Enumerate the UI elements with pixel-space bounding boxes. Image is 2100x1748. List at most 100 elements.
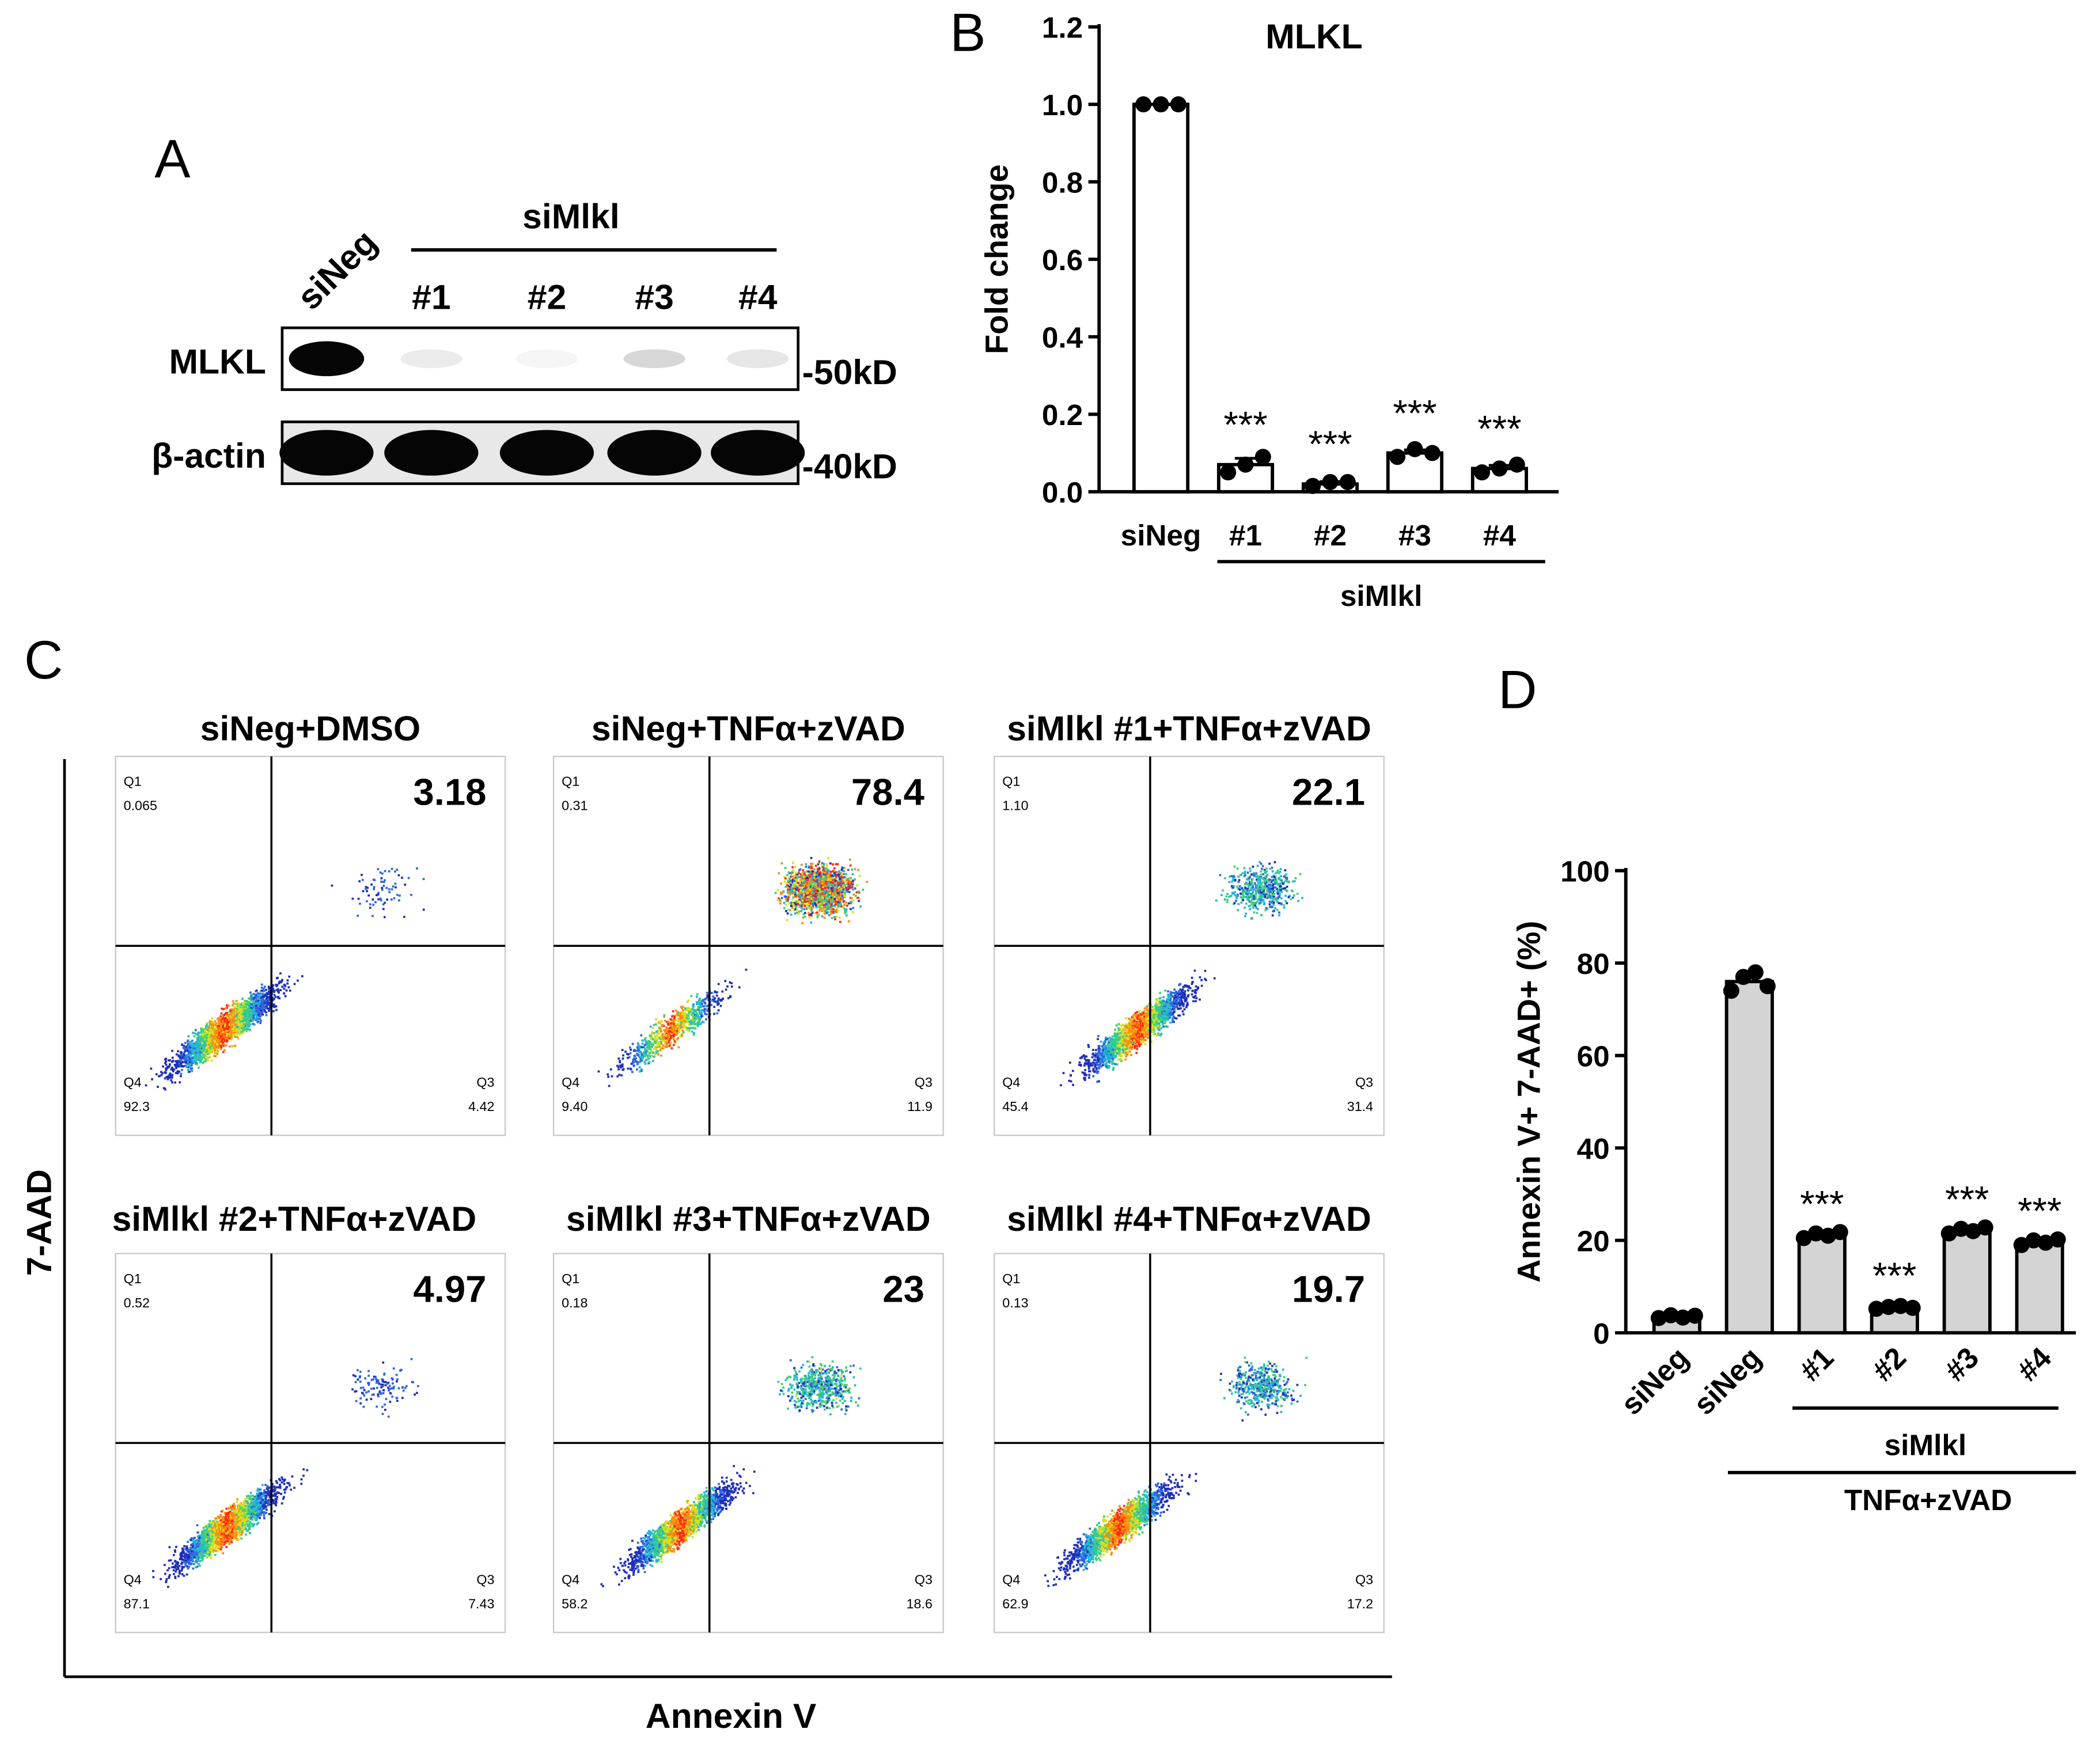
flow-event xyxy=(162,1066,164,1068)
flow-event xyxy=(632,1043,634,1045)
data-point xyxy=(1389,449,1405,465)
flow-event xyxy=(385,887,388,889)
flow-event xyxy=(220,1031,222,1033)
flow-event xyxy=(165,1058,167,1060)
flow-event xyxy=(212,1049,214,1051)
flow-event xyxy=(696,1017,698,1019)
flow-event xyxy=(219,1033,222,1036)
flow-event xyxy=(187,1068,189,1071)
flow-event xyxy=(373,888,375,890)
flow-event xyxy=(713,1006,715,1008)
flow-event xyxy=(813,869,816,871)
flow-event xyxy=(261,989,263,992)
flow-event xyxy=(247,1017,249,1019)
flow-event xyxy=(630,1049,632,1051)
flow-event xyxy=(812,870,814,873)
flow-event xyxy=(253,1001,255,1003)
flow-event xyxy=(681,1013,684,1015)
flow-event xyxy=(233,1003,235,1005)
flow-event xyxy=(694,1027,696,1030)
blot-marker-label: -50kD xyxy=(802,352,897,392)
flow-event xyxy=(245,1003,247,1006)
flow-event xyxy=(237,1016,240,1018)
flow-event xyxy=(184,1042,187,1044)
flow-event xyxy=(230,1013,233,1015)
flow-event xyxy=(214,1049,216,1051)
flow-event xyxy=(226,1004,228,1007)
x-tick-label: #2 xyxy=(1314,519,1347,552)
flow-event xyxy=(700,1023,702,1025)
flow-event xyxy=(781,897,783,900)
flow-event xyxy=(836,907,839,909)
flow-event xyxy=(384,870,386,873)
flow-event xyxy=(263,990,266,992)
data-point xyxy=(1170,96,1187,112)
flow-event xyxy=(399,894,401,897)
data-point xyxy=(1491,460,1507,476)
flow-event xyxy=(649,1048,651,1050)
flow-event xyxy=(846,905,848,907)
flow-event xyxy=(650,1043,653,1045)
flow-event xyxy=(251,1000,253,1002)
flow-event xyxy=(657,1033,659,1036)
flow-event xyxy=(202,1038,204,1040)
flow-event xyxy=(653,1056,655,1058)
flow-event xyxy=(855,895,857,897)
flow-event xyxy=(260,1010,262,1012)
flow-event xyxy=(662,1024,664,1026)
flow-event xyxy=(395,886,397,889)
flow-event xyxy=(831,909,833,911)
flow-event xyxy=(279,972,282,975)
flow-event xyxy=(249,1023,252,1026)
flow-event xyxy=(232,1028,234,1030)
flow-event xyxy=(676,1025,678,1027)
flow-event xyxy=(699,1013,701,1015)
flow-event xyxy=(674,1040,676,1042)
flow-event xyxy=(835,904,837,906)
flow-event xyxy=(645,1041,647,1043)
flow-event xyxy=(219,1026,222,1029)
flow-event xyxy=(187,1047,189,1049)
flow-event xyxy=(636,1053,638,1055)
flow-event xyxy=(248,998,250,1000)
flow-event xyxy=(188,1059,191,1061)
flow-event xyxy=(190,1056,192,1059)
flow-event xyxy=(678,1023,680,1025)
flow-event xyxy=(191,1059,194,1061)
blot-band xyxy=(607,430,701,475)
flow-event xyxy=(834,918,836,920)
flow-event xyxy=(372,898,374,901)
flow-event xyxy=(176,1065,179,1067)
flow-event xyxy=(805,866,808,868)
flow-event xyxy=(678,1029,681,1031)
x-tick-label: #4 xyxy=(1483,519,1517,552)
panel-label-b: B xyxy=(950,3,985,63)
flow-event xyxy=(843,870,846,873)
flow-event xyxy=(255,1018,257,1020)
flow-event xyxy=(384,902,386,904)
flow-event xyxy=(257,998,259,1000)
flow-event xyxy=(788,871,790,874)
flow-event xyxy=(621,1049,624,1051)
flow-event xyxy=(224,1040,226,1042)
flow-event xyxy=(272,1010,275,1013)
flow-event xyxy=(809,916,811,919)
flow-event xyxy=(259,1018,261,1020)
flow-event xyxy=(786,919,789,922)
flow-event xyxy=(241,1004,243,1006)
blot-band xyxy=(727,350,789,369)
blot-band xyxy=(279,430,373,475)
quadrant-q1-name: Q1 xyxy=(124,774,142,789)
flow-event xyxy=(225,1023,227,1026)
flow-event xyxy=(851,869,853,871)
flow-event xyxy=(388,888,391,890)
flow-panel-title: siNeg+DMSO xyxy=(200,708,420,748)
flow-event xyxy=(677,1046,680,1048)
flow-event xyxy=(847,869,850,871)
flow-event xyxy=(277,990,279,992)
flow-event xyxy=(222,1022,224,1025)
quadrant-q3-value: 4.42 xyxy=(468,1099,494,1114)
flow-event xyxy=(165,1076,168,1078)
flow-event xyxy=(662,1045,665,1047)
flow-event xyxy=(673,1035,675,1037)
